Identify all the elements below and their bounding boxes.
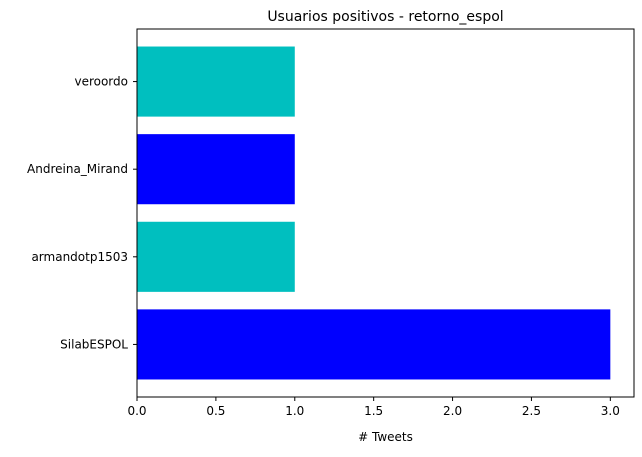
bar-SilabESPOL: [137, 309, 611, 380]
x-tick-label: 1.0: [285, 404, 304, 418]
plot-frame: [136, 28, 635, 398]
x-axis-label: # Tweets: [358, 430, 413, 444]
bar-veroordo: [137, 46, 295, 117]
bar-Andreina_Mirand: [137, 134, 295, 205]
x-tick-label: 0.5: [206, 404, 225, 418]
x-tick-label: 2.0: [443, 404, 462, 418]
y-tick-label-armandotp1503: armandotp1503: [31, 250, 128, 264]
y-tick-label-SilabESPOL: SilabESPOL: [60, 337, 128, 351]
x-tick-label: 0.0: [127, 404, 146, 418]
x-axis-ticks: 0.0 0.5 1.0 1.5 2.0 2.5 3.0: [127, 397, 620, 418]
x-tick-label: 3.0: [601, 404, 620, 418]
y-tick-label-veroordo: veroordo: [74, 75, 128, 89]
bar-armandotp1503: [137, 221, 295, 292]
x-tick-label: 1.5: [364, 404, 383, 418]
bars-layer: [137, 46, 611, 380]
chart-title: Usuarios positivos - retorno_espol: [267, 9, 503, 25]
x-tick-label: 2.5: [522, 404, 541, 418]
y-axis-ticks: SilabESPOL armandotp1503 Andreina_Mirand ve…: [27, 75, 137, 351]
y-tick-label-Andreina_Mirand: Andreina_Mirand: [27, 162, 128, 176]
